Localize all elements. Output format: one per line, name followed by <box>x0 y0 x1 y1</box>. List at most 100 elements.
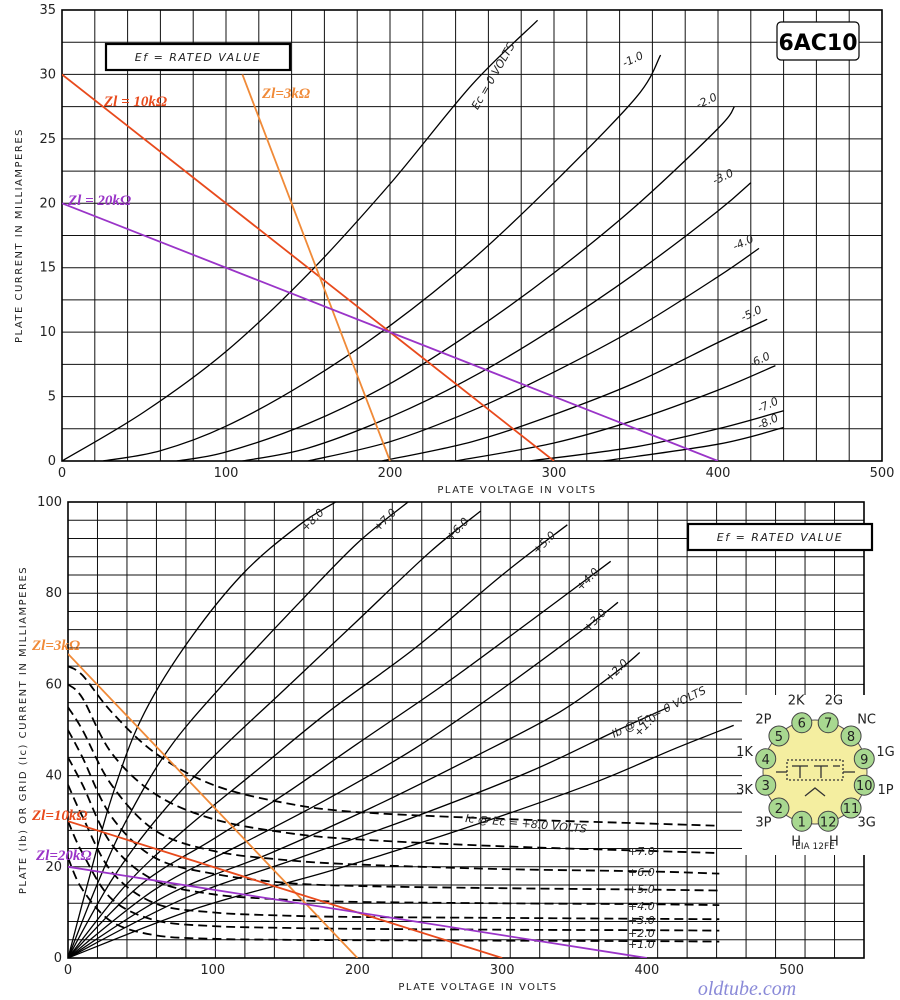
grid <box>67 501 865 959</box>
plate-curve <box>176 106 735 461</box>
load-line <box>68 653 359 958</box>
pin-label: 3K <box>736 783 753 798</box>
pin-number: 1 <box>798 815 806 830</box>
y-tick-label: 10 <box>39 325 56 340</box>
curve-label: +7.0 <box>628 845 655 858</box>
plate-curve <box>242 182 752 461</box>
plate-curve <box>68 601 619 958</box>
base-pin: 2 3P <box>755 797 790 831</box>
grid-current-curve <box>68 706 720 875</box>
y-tick-label: 0 <box>48 454 56 469</box>
grid-current-curve <box>68 683 720 854</box>
pin-label: 3G <box>857 816 875 831</box>
base-pin: 6 2K <box>788 693 813 734</box>
pin-number: 4 <box>762 753 770 768</box>
grid <box>61 9 883 462</box>
pin-label: 2G <box>825 693 843 708</box>
plate-curve <box>62 19 539 461</box>
curve-label: +3.0 <box>628 914 655 927</box>
x-tick-label: 400 <box>634 963 659 978</box>
base-pin: 12 H <box>817 810 839 850</box>
grid-current-curve <box>68 784 720 921</box>
grid-current-curve <box>68 820 720 932</box>
pin-label: H <box>829 835 839 850</box>
internal-elements-icon <box>776 759 855 797</box>
tube-name: 6AC10 <box>778 31 857 56</box>
pin-label: 3P <box>755 816 771 831</box>
curve-label: +2.0 <box>628 927 655 940</box>
x-tick-label: 200 <box>378 466 403 481</box>
y-tick-label: 0 <box>54 951 62 966</box>
load-line <box>241 74 391 461</box>
x-tick-label: 100 <box>214 466 239 481</box>
plate-curve <box>381 318 768 461</box>
curve-label: +4.0 <box>628 900 655 913</box>
x-tick-label: 500 <box>779 963 804 978</box>
y-axis-label: PLATE CURRENT IN MILLIAMPERES <box>14 128 25 343</box>
pin-number: 8 <box>847 730 855 745</box>
grid-current-curves <box>68 665 720 943</box>
plate-curve <box>68 502 337 958</box>
plate-characteristics-chart: 0 100 200 300 400 500 0 5 10 15 20 25 30 35 PLATE VOLT… <box>14 3 894 496</box>
plot-frame <box>61 9 883 462</box>
x-axis-label: PLATE VOLTAGE IN VOLTS <box>398 982 557 993</box>
pin-label: 2P <box>755 712 771 727</box>
base-pin: 10 1P <box>853 774 894 798</box>
plate-curve <box>307 247 760 461</box>
curve-label: +5.0 <box>628 883 655 896</box>
plate-curve <box>102 54 662 461</box>
pin-number: 11 <box>843 802 860 817</box>
plate-curve <box>68 652 641 958</box>
pin-number: 6 <box>798 717 806 732</box>
pin-label: 1P <box>877 783 893 798</box>
plate-curve <box>68 560 612 958</box>
load-line-label: Zl = 20kΩ <box>67 193 131 209</box>
rated-value-note: Ef = RATED VALUE <box>104 42 292 72</box>
pin-number: 5 <box>775 730 783 745</box>
y-tick-label: 80 <box>45 586 62 601</box>
y-tick-label: 20 <box>39 196 56 211</box>
base-caption: EIA 12FE <box>795 842 835 852</box>
y-tick-label: 40 <box>45 769 62 784</box>
x-tick-label: 0 <box>58 466 66 481</box>
rated-value-note: Ef = RATED VALUE <box>686 522 874 552</box>
x-tick-label: 200 <box>345 963 370 978</box>
x-tick-label: 100 <box>200 963 225 978</box>
y-tick-label: 15 <box>39 261 56 276</box>
rated-value-text: Ef = RATED VALUE <box>135 51 261 64</box>
x-tick-label: 300 <box>490 963 515 978</box>
plate-curve <box>68 724 734 958</box>
pin-number: 10 <box>856 779 873 794</box>
curve-label: +6.0 <box>628 866 655 879</box>
grid-current-curve <box>68 729 720 892</box>
base-pin: 8NC <box>840 712 876 747</box>
pin-number: 7 <box>824 717 832 732</box>
pin-label: NC <box>857 712 876 727</box>
load-line-label: Zl=3kΩ <box>261 86 310 102</box>
base-pin: 4 1K <box>736 745 777 770</box>
pin-number: 9 <box>860 753 868 768</box>
watermark-text: oldtube.com <box>698 978 796 1000</box>
plate-curves <box>62 19 784 461</box>
tube-name-badge: 6AC10 <box>776 21 860 61</box>
load-line-label: Zl=10kΩ <box>31 808 88 824</box>
plate-curve <box>455 365 776 461</box>
pin-number: 12 <box>820 815 837 830</box>
pin-label: 1G <box>876 745 894 760</box>
load-line-label: Zl=20kΩ <box>35 848 92 864</box>
load-line <box>62 73 555 461</box>
load-lines <box>68 653 648 958</box>
x-axis-label: PLATE VOLTAGE IN VOLTS <box>437 485 596 496</box>
grid-current-curve <box>68 857 720 943</box>
base-pin: 1H <box>791 810 813 850</box>
load-line-label: Zl=3kΩ <box>31 638 80 654</box>
tube-envelope-circle <box>762 719 868 825</box>
x-tick-label: 300 <box>542 466 567 481</box>
pin-label: H <box>791 835 801 850</box>
load-line-label: Zl = 10kΩ <box>103 94 167 110</box>
x-tick-label: 400 <box>706 466 731 481</box>
